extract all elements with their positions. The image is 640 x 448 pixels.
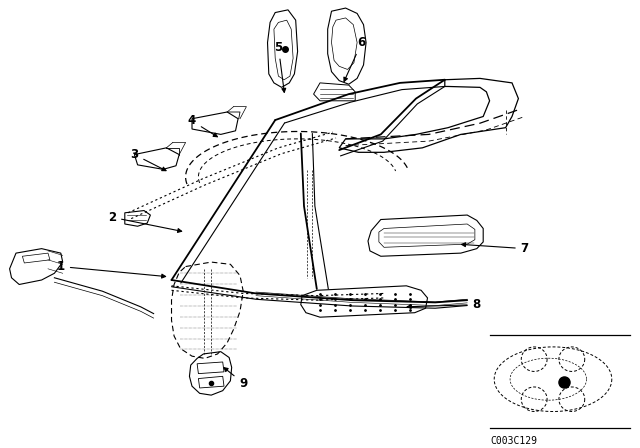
Text: 6: 6 [344, 36, 365, 82]
Text: 4: 4 [188, 114, 218, 137]
Text: 3: 3 [131, 148, 166, 171]
Text: 8: 8 [407, 298, 481, 311]
Text: 9: 9 [224, 368, 247, 390]
Text: 7: 7 [461, 242, 529, 255]
Text: 1: 1 [57, 260, 166, 278]
Text: 2: 2 [108, 211, 182, 233]
Text: C003C129: C003C129 [490, 436, 537, 446]
Text: 5: 5 [275, 40, 285, 92]
